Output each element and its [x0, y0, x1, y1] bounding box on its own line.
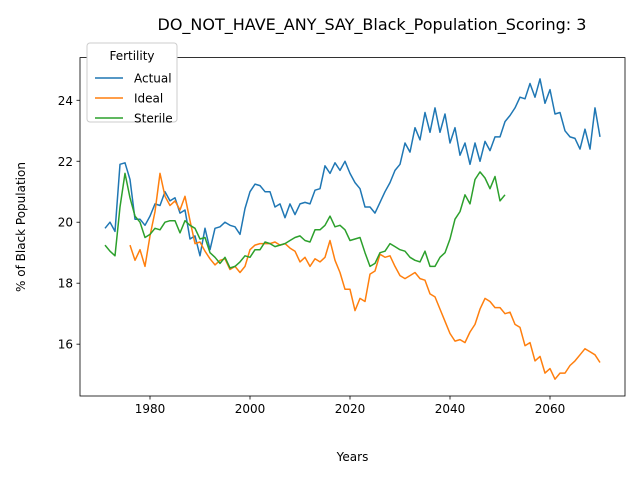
legend-label-ideal: Ideal [134, 92, 163, 106]
y-axis-label: % of Black Population [14, 162, 28, 292]
y-tick-label: 22 [58, 155, 73, 169]
legend-box [86, 42, 178, 123]
y-axis: 16 18 20 22 24 [58, 94, 80, 352]
x-tick-label: 1980 [135, 402, 166, 416]
legend-title: Fertility [109, 49, 154, 63]
series-line-actual [104, 78, 601, 257]
legend-label-sterile: Sterile [134, 112, 173, 126]
y-tick-label: 20 [58, 216, 73, 230]
y-tick-label: 16 [58, 338, 73, 352]
series-line-sterile [104, 171, 506, 269]
legend-label-actual: Actual [134, 72, 172, 86]
chart-title: DO_NOT_HAVE_ANY_SAY_Black_Population_Sco… [158, 15, 587, 35]
x-tick-label: 2040 [435, 402, 466, 416]
x-tick-label: 2000 [235, 402, 266, 416]
y-tick-label: 18 [58, 277, 73, 291]
y-tick-label: 24 [58, 94, 73, 108]
series-line-ideal [129, 172, 601, 380]
x-tick-label: 2020 [335, 402, 366, 416]
plot-lines [104, 78, 601, 380]
x-axis-label: Years [336, 450, 369, 464]
plot-frame [79, 57, 626, 397]
x-axis: 1980 2000 2020 2040 2060 [135, 396, 566, 416]
x-tick-label: 2060 [535, 402, 566, 416]
legend-entries: Actual Ideal Sterile [95, 72, 173, 126]
legend: Fertility Actual Ideal Sterile [86, 42, 178, 126]
